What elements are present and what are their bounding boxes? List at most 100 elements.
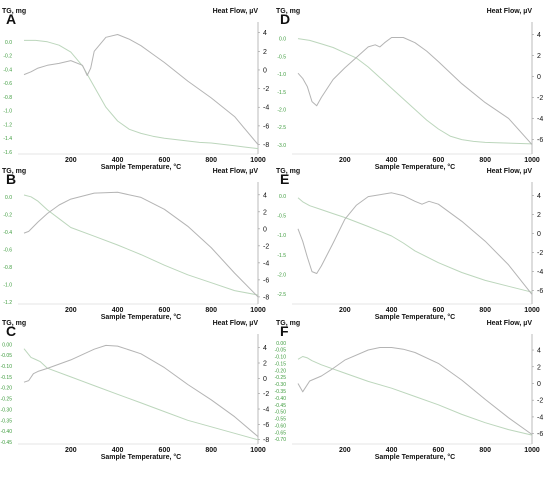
panel-letter: C	[6, 323, 16, 339]
left-tick-label: -1.5	[277, 253, 286, 259]
left-tick-label: -0.45	[1, 440, 13, 446]
x-axis-title: Sample Temperature, °C	[375, 313, 455, 321]
right-tick-label: 4	[263, 30, 267, 37]
right-tick-label: -4	[537, 116, 543, 123]
x-tick-label: 400	[112, 447, 124, 454]
right-axis-title: Heat Flow, µV	[213, 168, 259, 175]
tg-series-line	[297, 356, 533, 436]
heat-flow-series-line	[23, 344, 259, 437]
left-tick-label: -1.0	[277, 233, 286, 239]
right-tick-label: 0	[537, 231, 541, 238]
left-tick-label: -1.0	[3, 282, 12, 288]
right-tick-label: -2	[263, 243, 269, 250]
right-tick-label: -6	[263, 123, 269, 130]
left-tick-label: -1.2	[3, 122, 12, 128]
x-axis-title: Sample Temperature, °C	[101, 453, 181, 461]
right-axis-title: Heat Flow, µV	[487, 168, 533, 175]
left-tick-label: 0.00	[276, 341, 286, 347]
right-tick-label: -8	[263, 142, 269, 149]
left-tick-label: -0.45	[275, 403, 287, 409]
left-tick-label: -0.2	[3, 54, 12, 60]
panel-letter: A	[6, 11, 16, 27]
heat-flow-series-line	[297, 192, 533, 295]
right-tick-label: -2	[537, 95, 543, 102]
x-tick-label: 600	[159, 157, 171, 164]
x-tick-label: 1000	[524, 157, 540, 164]
tg-series-line	[297, 38, 533, 145]
right-tick-label: -8	[263, 437, 269, 444]
left-tick-label: -0.10	[275, 355, 287, 361]
left-tick-label: -0.05	[275, 348, 287, 354]
x-tick-label: 200	[65, 447, 77, 454]
left-tick-label: -0.8	[3, 95, 12, 101]
right-tick-label: -2	[537, 250, 543, 257]
right-tick-label: 2	[537, 53, 541, 60]
right-tick-label: 0	[263, 376, 267, 383]
left-tick-label: -1.0	[277, 72, 286, 78]
right-axis-title: Heat Flow, µV	[487, 320, 533, 327]
x-tick-label: 200	[339, 307, 351, 314]
left-tick-label: -0.8	[3, 265, 12, 271]
right-tick-label: 2	[537, 212, 541, 219]
x-tick-label: 800	[205, 447, 217, 454]
panel-letter: E	[280, 171, 289, 187]
left-tick-label: -0.5	[277, 54, 286, 60]
right-tick-label: -4	[263, 407, 269, 414]
x-tick-label: 1000	[250, 307, 266, 314]
left-tick-label: -0.4	[3, 67, 12, 73]
right-tick-label: 4	[537, 193, 541, 200]
x-tick-label: 600	[159, 447, 171, 454]
left-tick-label: -1.2	[3, 300, 12, 306]
right-tick-label: -6	[537, 288, 543, 295]
x-tick-label: 400	[386, 307, 398, 314]
right-tick-label: 4	[263, 345, 267, 352]
left-tick-label: -0.30	[1, 407, 13, 413]
x-tick-label: 1000	[524, 307, 540, 314]
x-tick-label: 800	[205, 157, 217, 164]
left-tick-label: -0.25	[1, 397, 13, 403]
right-tick-label: 0	[537, 381, 541, 388]
left-tick-label: -2.0	[277, 272, 286, 278]
x-tick-label: 400	[112, 157, 124, 164]
left-tick-label: -0.15	[275, 361, 287, 367]
right-tick-label: -4	[537, 414, 543, 421]
x-axis-title: Sample Temperature, °C	[101, 313, 181, 321]
heat-flow-series-line	[23, 191, 259, 298]
left-tick-label: -0.6	[3, 81, 12, 87]
right-tick-label: 0	[263, 67, 267, 74]
right-tick-label: 0	[537, 74, 541, 81]
right-tick-label: -2	[537, 398, 543, 405]
panel-d: DTG, mg Heat Flow, µV Sample Temperature, …	[276, 8, 543, 171]
left-tick-label: -0.6	[3, 247, 12, 253]
left-tick-label: -0.50	[275, 410, 287, 416]
left-tick-label: -0.65	[275, 430, 287, 436]
left-tick-label: -0.20	[275, 368, 287, 374]
right-tick-label: -8	[263, 294, 269, 301]
left-tick-label: -0.5	[277, 214, 286, 220]
left-tick-label: -0.55	[275, 417, 287, 423]
left-tick-label: -2.5	[277, 125, 286, 131]
left-axis-title: TG, mg	[276, 168, 300, 175]
right-tick-label: -2	[263, 391, 269, 398]
left-axis-title: TG, mg	[2, 320, 26, 327]
x-tick-label: 200	[65, 307, 77, 314]
left-tick-label: -0.25	[275, 375, 287, 381]
x-tick-label: 800	[479, 307, 491, 314]
x-axis-title: Sample Temperature, °C	[375, 163, 455, 171]
x-tick-label: 1000	[250, 157, 266, 164]
left-tick-label: 0.0	[5, 195, 12, 201]
x-tick-label: 200	[339, 157, 351, 164]
panel-b: BTG, mg Heat Flow, µV Sample Temperature, …	[2, 168, 269, 321]
heat-flow-series-line	[297, 37, 533, 145]
left-axis-title: TG, mg	[2, 168, 26, 175]
x-tick-label: 800	[479, 447, 491, 454]
left-tick-label: -0.35	[275, 389, 287, 395]
left-tick-label: -0.40	[1, 429, 13, 435]
left-tick-label: -1.0	[3, 109, 12, 115]
left-tick-label: -3.0	[277, 143, 286, 149]
left-tick-label: 0.0	[5, 40, 12, 46]
right-tick-label: 2	[263, 361, 267, 368]
x-tick-label: 200	[339, 447, 351, 454]
right-tick-label: -6	[263, 277, 269, 284]
